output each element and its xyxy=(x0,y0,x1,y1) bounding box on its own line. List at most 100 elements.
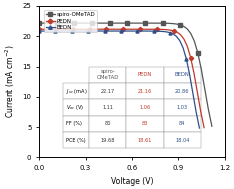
BEDN xyxy=(48,30,50,32)
BEDN xyxy=(162,30,165,33)
BEDN xyxy=(191,92,194,94)
PEDN xyxy=(51,28,54,30)
spiro-OMeTAD xyxy=(126,22,129,24)
spiro-OMeTAD xyxy=(140,22,143,24)
PEDN xyxy=(55,28,57,30)
spiro-OMeTAD xyxy=(143,22,146,24)
PEDN xyxy=(186,45,189,47)
spiro-OMeTAD xyxy=(147,22,150,24)
BEDN xyxy=(116,30,119,32)
PEDN xyxy=(48,28,51,30)
spiro-OMeTAD xyxy=(200,68,203,70)
spiro-OMeTAD xyxy=(196,52,199,54)
PEDN xyxy=(135,28,138,30)
PEDN xyxy=(91,28,94,30)
PEDN xyxy=(85,28,88,30)
PEDN xyxy=(118,28,121,30)
spiro-OMeTAD xyxy=(69,22,72,24)
BEDN xyxy=(38,30,40,32)
Legend: spiro-OMeTAD, PEDN, BEDN: spiro-OMeTAD, PEDN, BEDN xyxy=(44,10,97,32)
BEDN xyxy=(80,30,83,32)
spiro-OMeTAD xyxy=(41,22,44,24)
BEDN xyxy=(74,30,77,32)
PEDN xyxy=(65,28,67,30)
PEDN xyxy=(196,91,199,93)
PEDN xyxy=(98,28,101,30)
spiro-OMeTAD xyxy=(129,22,132,24)
spiro-OMeTAD xyxy=(165,22,168,24)
PEDN xyxy=(41,28,44,30)
BEDN xyxy=(70,30,73,32)
BEDN xyxy=(57,30,60,32)
spiro-OMeTAD xyxy=(87,22,90,24)
BEDN xyxy=(93,30,96,32)
PEDN xyxy=(122,28,125,30)
spiro-OMeTAD xyxy=(105,22,107,24)
PEDN xyxy=(189,56,192,59)
spiro-OMeTAD xyxy=(80,22,83,24)
BEDN xyxy=(113,30,116,32)
PEDN xyxy=(142,28,145,30)
PEDN xyxy=(81,28,84,30)
BEDN xyxy=(100,30,103,32)
PEDN xyxy=(129,28,132,30)
spiro-OMeTAD xyxy=(179,24,182,26)
PEDN xyxy=(115,28,118,30)
BEDN xyxy=(41,30,44,32)
BEDN xyxy=(146,30,148,32)
X-axis label: Voltage (V): Voltage (V) xyxy=(111,177,153,186)
spiro-OMeTAD xyxy=(45,22,48,24)
PEDN xyxy=(105,28,108,30)
PEDN xyxy=(71,28,74,30)
PEDN xyxy=(68,28,71,30)
PEDN xyxy=(149,28,152,30)
spiro-OMeTAD xyxy=(182,25,185,27)
PEDN xyxy=(199,110,202,113)
PEDN xyxy=(146,28,148,30)
BEDN xyxy=(185,58,188,60)
BEDN xyxy=(90,30,93,32)
BEDN xyxy=(175,35,178,38)
spiro-OMeTAD xyxy=(122,22,125,24)
BEDN xyxy=(198,127,201,129)
PEDN xyxy=(108,28,111,30)
BEDN xyxy=(97,30,99,32)
spiro-OMeTAD xyxy=(38,22,40,24)
PEDN xyxy=(132,28,135,30)
BEDN xyxy=(106,30,109,32)
spiro-OMeTAD xyxy=(193,40,196,42)
spiro-OMeTAD xyxy=(98,22,100,24)
PEDN xyxy=(38,28,40,30)
PEDN xyxy=(58,28,61,30)
spiro-OMeTAD xyxy=(55,22,58,24)
PEDN xyxy=(203,127,205,129)
spiro-OMeTAD xyxy=(52,22,55,24)
spiro-OMeTAD xyxy=(84,22,86,24)
spiro-OMeTAD xyxy=(77,22,79,24)
Line: PEDN: PEDN xyxy=(37,28,206,129)
PEDN xyxy=(166,29,168,31)
BEDN xyxy=(195,111,197,113)
spiro-OMeTAD xyxy=(62,22,65,24)
Line: BEDN: BEDN xyxy=(37,29,201,130)
spiro-OMeTAD xyxy=(94,22,97,24)
BEDN xyxy=(182,47,184,49)
PEDN xyxy=(169,29,172,31)
PEDN xyxy=(75,28,77,30)
PEDN xyxy=(179,34,182,36)
BEDN xyxy=(123,30,126,32)
spiro-OMeTAD xyxy=(119,22,122,24)
spiro-OMeTAD xyxy=(112,22,114,24)
spiro-OMeTAD xyxy=(157,22,160,24)
PEDN xyxy=(95,28,98,30)
spiro-OMeTAD xyxy=(73,22,76,24)
PEDN xyxy=(139,28,142,30)
BEDN xyxy=(61,30,63,32)
BEDN xyxy=(120,30,122,32)
BEDN xyxy=(51,30,54,32)
PEDN xyxy=(112,28,115,30)
spiro-OMeTAD xyxy=(172,22,175,25)
spiro-OMeTAD xyxy=(168,22,171,25)
BEDN xyxy=(142,30,145,32)
spiro-OMeTAD xyxy=(175,23,178,25)
